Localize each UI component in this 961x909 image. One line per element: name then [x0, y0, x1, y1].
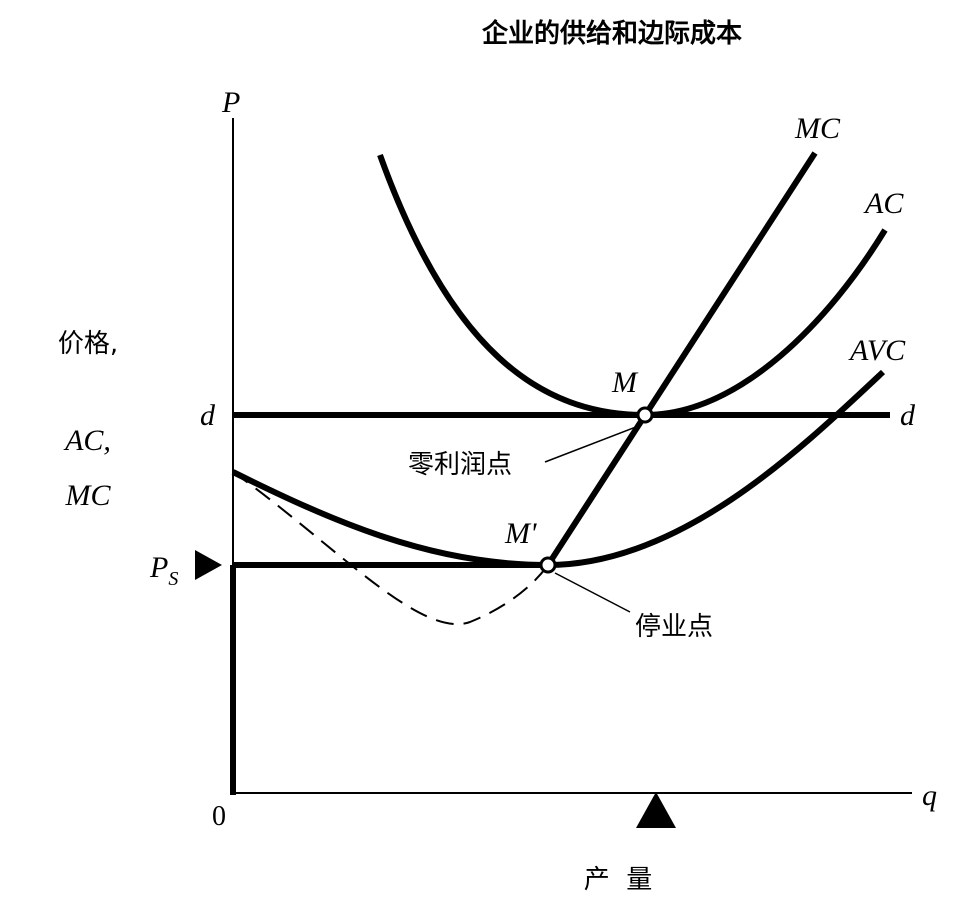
point-label: M — [611, 366, 639, 399]
curve-label: d — [900, 399, 916, 432]
mc-curve — [545, 151, 818, 567]
x-axis-label: q — [922, 779, 937, 812]
ps-main: P — [149, 551, 168, 584]
point-m-prime — [539, 556, 557, 574]
point-label: M' — [504, 517, 537, 550]
ps-arrow — [195, 550, 222, 580]
ps-label: PS — [149, 551, 178, 590]
curve-label: d — [200, 399, 216, 432]
y-title: MC — [65, 479, 112, 512]
curve-label: AC — [863, 187, 904, 220]
y-title: 价格, — [58, 329, 118, 359]
avc-curve — [231, 369, 886, 569]
x-title: 产 量 — [584, 865, 653, 895]
y-axis-label: P — [221, 86, 240, 119]
point-m — [636, 406, 654, 424]
leader-line — [544, 426, 637, 463]
ps-sub: S — [168, 568, 178, 590]
y-title: AC, — [63, 424, 111, 457]
curve-label: MC — [794, 112, 841, 145]
mc-dashed — [232, 471, 549, 625]
annotation: 零利润点 — [408, 450, 512, 480]
origin-label: 0 — [212, 801, 226, 832]
leader-line — [554, 572, 631, 613]
title: 企业的供给和边际成本 — [482, 18, 742, 49]
q-arrow — [636, 792, 676, 828]
annotation: 停业点 — [635, 612, 713, 642]
curve-label: AVC — [848, 334, 906, 367]
